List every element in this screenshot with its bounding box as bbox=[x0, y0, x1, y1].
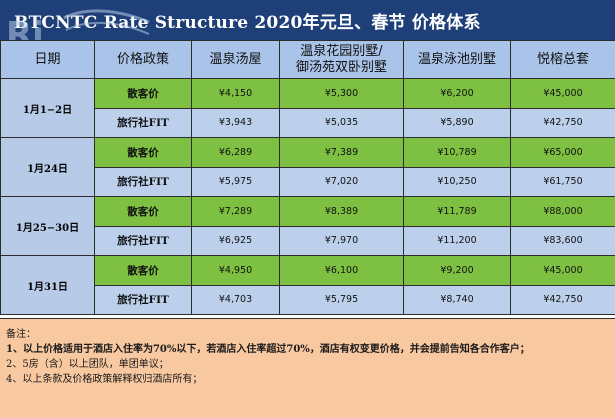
price-cell: ¥11,200 bbox=[403, 225, 511, 256]
policy-walkin: 散客价 bbox=[94, 196, 192, 227]
note-item: 4、以上条款及价格政策解释权归酒店所有； bbox=[6, 374, 203, 385]
header-row: 日期 价格政策 温泉汤屋 温泉花园别墅/ 御汤苑双卧别墅 温泉泳池别墅 悦榕总套 bbox=[0, 40, 615, 79]
price-cell: ¥3,943 bbox=[191, 107, 280, 138]
notes-heading: 备注： bbox=[6, 329, 36, 340]
price-cell: ¥83,600 bbox=[510, 225, 615, 256]
policy-agency: 旅行社FIT bbox=[94, 166, 192, 197]
table-row: 旅行社FIT ¥3,943 ¥5,035 ¥5,890 ¥42,750 bbox=[1, 107, 615, 138]
notes-section: 备注： 1、以上价格适用于酒店入住率为70%以下，若酒店入住率超过70%，酒店有… bbox=[0, 318, 615, 418]
policy-agency: 旅行社FIT bbox=[94, 107, 192, 138]
price-cell: ¥88,000 bbox=[510, 196, 615, 227]
header-date: 日期 bbox=[0, 40, 95, 79]
price-cell: ¥4,950 bbox=[191, 255, 280, 286]
price-cell: ¥9,200 bbox=[403, 255, 511, 286]
header-hot-spring-house: 温泉汤屋 bbox=[191, 40, 280, 79]
price-cell: ¥5,975 bbox=[191, 166, 280, 197]
price-cell: ¥10,250 bbox=[403, 166, 511, 197]
price-cell: ¥7,389 bbox=[279, 137, 404, 168]
header-garden-villa-line1: 温泉花园别墅/ bbox=[300, 43, 383, 59]
price-cell: ¥5,890 bbox=[403, 107, 511, 138]
price-cell: ¥6,289 bbox=[191, 137, 280, 168]
price-cell: ¥65,000 bbox=[510, 137, 615, 168]
price-cell: ¥7,020 bbox=[279, 166, 404, 197]
table-row: 1月31日 散客价 ¥4,950 ¥6,100 ¥9,200 ¥45,000 bbox=[0, 255, 615, 315]
price-cell: ¥11,789 bbox=[403, 196, 511, 227]
price-cell: ¥5,300 bbox=[279, 78, 404, 109]
price-cell: ¥5,035 bbox=[279, 107, 404, 138]
price-cell: ¥45,000 bbox=[510, 255, 615, 286]
price-cell: ¥6,925 bbox=[191, 225, 280, 256]
price-cell: ¥45,000 bbox=[510, 78, 615, 109]
price-cell: ¥7,289 bbox=[191, 196, 280, 227]
table-row: 旅行社FIT ¥6,925 ¥7,970 ¥11,200 ¥83,600 bbox=[1, 225, 615, 256]
note-item: 1、以上价格适用于酒店入住率为70%以下，若酒店入住率超过70%，酒店有权变更价… bbox=[6, 344, 530, 355]
policy-walkin: 散客价 bbox=[94, 255, 192, 286]
price-cell: ¥42,750 bbox=[510, 107, 615, 138]
note-item: 2、5房（含）以上团队，单团单议； bbox=[6, 359, 169, 370]
table-row: 1月1−2日 散客价 ¥4,150 ¥5,300 ¥6,200 ¥45,000 bbox=[0, 78, 615, 138]
policy-walkin: 散客价 bbox=[94, 137, 192, 168]
price-cell: ¥8,740 bbox=[403, 284, 511, 315]
price-cell: ¥10,789 bbox=[403, 137, 511, 168]
price-cell: ¥5,795 bbox=[279, 284, 404, 315]
date-cell: 1月25−30日 bbox=[0, 196, 95, 256]
price-cell: ¥6,100 bbox=[279, 255, 404, 286]
date-cell: 1月31日 bbox=[0, 255, 95, 315]
price-cell: ¥4,703 bbox=[191, 284, 280, 315]
price-cell: ¥7,970 bbox=[279, 225, 404, 256]
rate-table: 日期 价格政策 温泉汤屋 温泉花园别墅/ 御汤苑双卧别墅 温泉泳池别墅 悦榕总套… bbox=[0, 40, 615, 315]
table-row: 旅行社FIT ¥5,975 ¥7,020 ¥10,250 ¥61,750 bbox=[1, 166, 615, 197]
date-cell: 1月1−2日 bbox=[0, 78, 95, 138]
date-cell: 1月24日 bbox=[0, 137, 95, 197]
table-row: 1月24日 散客价 ¥6,289 ¥7,389 ¥10,789 ¥65,000 bbox=[0, 137, 615, 197]
header-policy: 价格政策 bbox=[94, 40, 192, 79]
header-garden-villa-line2: 御汤苑双卧别墅 bbox=[295, 59, 387, 75]
table-row: 1月25−30日 散客价 ¥7,289 ¥8,389 ¥11,789 ¥88,0… bbox=[0, 196, 615, 256]
price-cell: ¥61,750 bbox=[510, 166, 615, 197]
header-pool-villa: 温泉泳池别墅 bbox=[403, 40, 511, 79]
policy-agency: 旅行社FIT bbox=[94, 225, 192, 256]
price-cell: ¥6,200 bbox=[403, 78, 511, 109]
price-cell: ¥4,150 bbox=[191, 78, 280, 109]
policy-walkin: 散客价 bbox=[94, 78, 192, 109]
price-cell: ¥8,389 bbox=[279, 196, 404, 227]
policy-agency: 旅行社FIT bbox=[94, 284, 192, 315]
price-cell: ¥42,750 bbox=[510, 284, 615, 315]
table-row: 旅行社FIT ¥4,703 ¥5,795 ¥8,740 ¥42,750 bbox=[1, 284, 615, 315]
header-garden-villa: 温泉花园别墅/ 御汤苑双卧别墅 bbox=[279, 40, 404, 79]
header-presidential-suite: 悦榕总套 bbox=[510, 40, 615, 79]
sheet-title: BTCNTC Rate Structure 2020年元旦、春节 价格体系 bbox=[0, 0, 615, 40]
